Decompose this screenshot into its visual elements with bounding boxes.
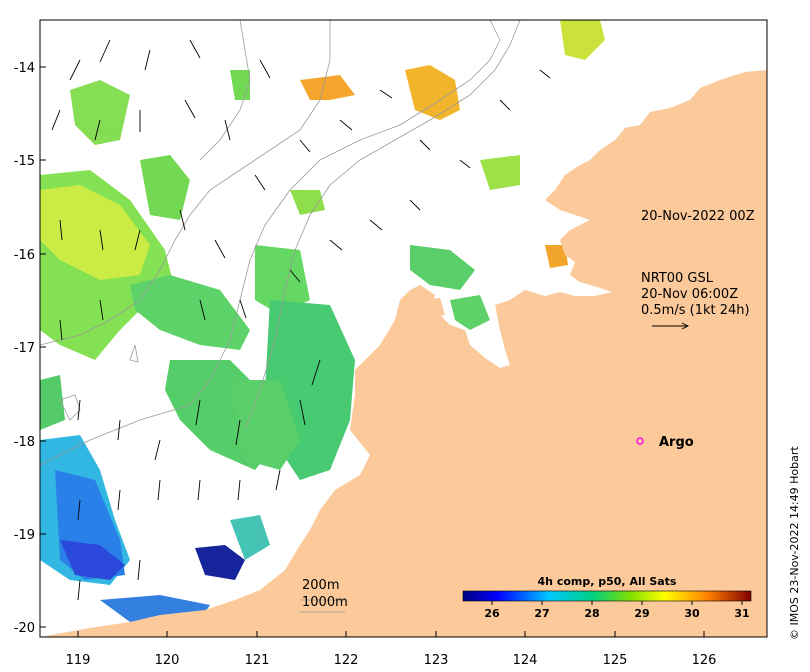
lon-tick: 126 — [692, 653, 717, 668]
land-islands — [420, 298, 445, 318]
colorbar-tick: 31 — [734, 607, 749, 620]
lat-tick: -16 — [14, 248, 35, 263]
colorbar: 4h comp, p50, All Sats 26 27 28 29 30 31 — [462, 575, 752, 620]
lat-tick: -17 — [14, 341, 35, 356]
credit-label: © IMOS 23-Nov-2022 14:49 Hobart — [788, 446, 801, 640]
timestamp-label: 20-Nov-2022 00Z — [641, 209, 755, 224]
current-vectors — [51, 39, 551, 601]
lon-tick: 125 — [603, 653, 628, 668]
colorbar-tick: 28 — [584, 607, 599, 620]
current-label-2: 20-Nov 06:00Z — [641, 287, 738, 302]
colorbar-title: 4h comp, p50, All Sats — [538, 575, 677, 588]
lat-tick: -14 — [14, 61, 35, 76]
lat-tick: -18 — [14, 435, 35, 450]
lon-tick: 120 — [155, 653, 180, 668]
isobath-1000-label: 1000m — [302, 595, 348, 610]
lon-tick: 124 — [513, 653, 538, 668]
lat-tick: -20 — [14, 621, 35, 636]
colorbar-tick: 27 — [534, 607, 549, 620]
map-area — [40, 20, 767, 637]
lat-tick: -15 — [14, 154, 35, 169]
argo-marker — [636, 437, 644, 445]
current-label-1: NRT00 GSL — [641, 271, 714, 286]
lat-tick: -19 — [14, 528, 35, 543]
land — [40, 20, 767, 637]
lon-tick: 123 — [424, 653, 449, 668]
lon-tick: 122 — [334, 653, 359, 668]
colorbar-tick: 29 — [634, 607, 649, 620]
isobath-200-label: 200m — [302, 578, 339, 593]
current-label-3: 0.5m/s (1kt 24h) — [641, 303, 750, 318]
isobaths — [40, 20, 521, 466]
sst-patches — [40, 20, 605, 622]
map-frame — [39, 19, 768, 638]
lat-axis: -14 -15 -16 -17 -18 -19 -20 — [14, 61, 46, 636]
lon-tick: 121 — [245, 653, 270, 668]
argo-label: Argo — [659, 435, 694, 450]
lon-axis: 119 120 121 122 123 124 125 126 — [66, 631, 717, 668]
lon-tick: 119 — [66, 653, 91, 668]
colorbar-tick: 30 — [684, 607, 700, 620]
colorbar-tick: 26 — [484, 607, 500, 620]
